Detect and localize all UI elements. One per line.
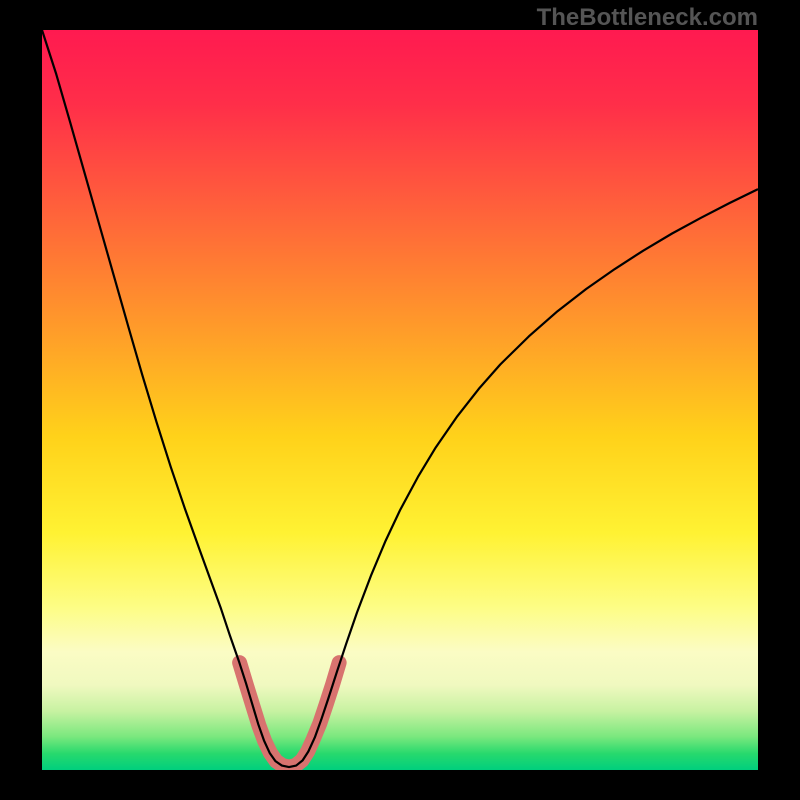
chart-plot-area: [42, 30, 758, 770]
chart-svg: [42, 30, 758, 770]
watermark-text: TheBottleneck.com: [537, 4, 758, 32]
